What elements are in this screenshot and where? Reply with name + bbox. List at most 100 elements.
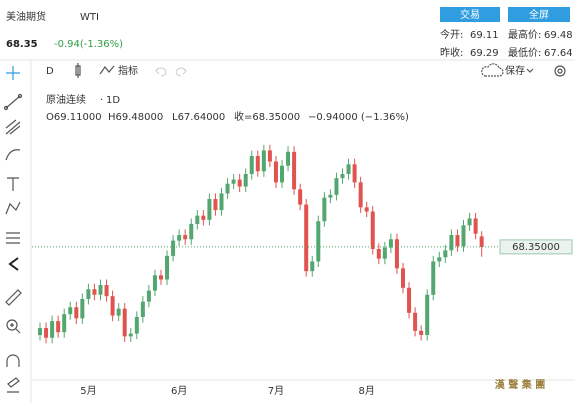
candle-body [407, 287, 412, 313]
candle-body [382, 247, 387, 259]
legend-change: −0.94000 (−1.36%) [308, 112, 409, 123]
candle-body [316, 221, 321, 262]
candle-icon[interactable] [75, 63, 81, 78]
candle-body [152, 275, 157, 291]
candle-body [473, 218, 478, 234]
candle-body [292, 151, 297, 190]
redo[interactable] [175, 67, 187, 77]
candle-body [280, 165, 284, 183]
save[interactable]: 保存 [505, 64, 525, 77]
save-menu[interactable] [526, 68, 534, 73]
candle-body [146, 290, 151, 302]
title: 美油期货 [6, 10, 46, 23]
candle-body [171, 240, 176, 256]
stat-label: 最低价: [508, 46, 541, 59]
candle-body [401, 268, 405, 288]
candle-body [261, 150, 266, 172]
candle-body [425, 294, 430, 335]
candle-body [237, 179, 242, 187]
legend-interval: 1D [106, 95, 120, 106]
x-tick-label: 7月 [268, 385, 284, 397]
candle-body [304, 204, 309, 272]
candle-body [140, 301, 145, 317]
candle-body [310, 261, 315, 272]
candle-body [195, 215, 200, 224]
candle-body [376, 248, 381, 259]
candle-body [231, 179, 236, 184]
legend-close: 收=68.35000 [234, 110, 300, 123]
candle-body [340, 174, 345, 179]
stat-value: 67.64 [544, 48, 573, 59]
candle-body [56, 321, 61, 333]
candle-body [419, 330, 424, 335]
candle-body [358, 182, 363, 208]
candle-body [455, 235, 460, 247]
candle-body [273, 161, 278, 183]
candle-body [267, 150, 272, 162]
x-tick-label: 8月 [359, 385, 375, 397]
stat-value: 69.29 [470, 48, 499, 59]
interval[interactable]: D [46, 66, 54, 77]
candle-body [80, 298, 85, 319]
candle-body [74, 307, 79, 319]
candle-body [243, 174, 248, 187]
candle-body [98, 285, 103, 295]
plot: 5月 6月 7月 8月 68.35000 [32, 144, 573, 397]
legend-low: L67.64000 [172, 112, 225, 123]
candle-body [62, 314, 67, 333]
candle-body [461, 225, 466, 247]
candle-body [467, 218, 472, 226]
candle-body [249, 155, 254, 175]
candle-body [388, 239, 393, 248]
candle-body [68, 307, 73, 315]
legend-open: O69.11000 [46, 112, 102, 123]
candle-body [134, 316, 139, 334]
candle-body [44, 328, 49, 338]
legend-sep: · [100, 95, 103, 106]
candle-body [352, 164, 357, 183]
settings-icon[interactable] [554, 65, 566, 77]
trade-button[interactable] [440, 7, 500, 22]
trade-button-label[interactable]: 交易 [460, 8, 480, 21]
candle-body [431, 261, 436, 295]
change: -0.94(-1.36%) [54, 39, 123, 50]
x-tick-label: 6月 [171, 385, 187, 397]
candle-body [116, 308, 121, 316]
symbol: WTI [80, 12, 99, 23]
stat-value: 69.11 [470, 30, 499, 41]
stat-label: 最高价: [508, 28, 541, 41]
indicator-icon[interactable] [99, 65, 115, 75]
indicators[interactable]: 指标 [118, 64, 138, 77]
stat-label: 昨收: [440, 46, 463, 59]
candle-body [201, 215, 206, 220]
fullscreen-button[interactable] [508, 7, 570, 22]
candle-body [183, 235, 188, 240]
candle-body [334, 178, 339, 195]
x-tick-label: 5月 [80, 385, 96, 397]
sidebar-tools[interactable] [3, 66, 23, 393]
candle-body [370, 211, 375, 249]
candle-body [328, 194, 333, 198]
candle-body [128, 333, 133, 337]
candle-body [286, 151, 291, 166]
candle-body [110, 296, 115, 316]
candle-body [322, 197, 327, 222]
fullscreen-button-label[interactable]: 全屏 [529, 8, 549, 21]
legend-high: H69.48000 [108, 112, 163, 123]
candle-body [104, 285, 109, 297]
last-price-label: 68.35000 [512, 242, 560, 253]
candle-body [443, 250, 448, 258]
candle-body [177, 235, 182, 241]
candle-body [207, 199, 212, 220]
undo[interactable] [155, 67, 167, 77]
candle-body [213, 199, 218, 211]
candle-body [255, 155, 260, 172]
candle-body [38, 328, 42, 335]
candle-body [219, 193, 224, 211]
legend-name: 原油连续 [46, 93, 86, 106]
cloud-icon[interactable] [481, 63, 504, 77]
candle-body [159, 275, 163, 280]
candle-body [394, 239, 399, 269]
